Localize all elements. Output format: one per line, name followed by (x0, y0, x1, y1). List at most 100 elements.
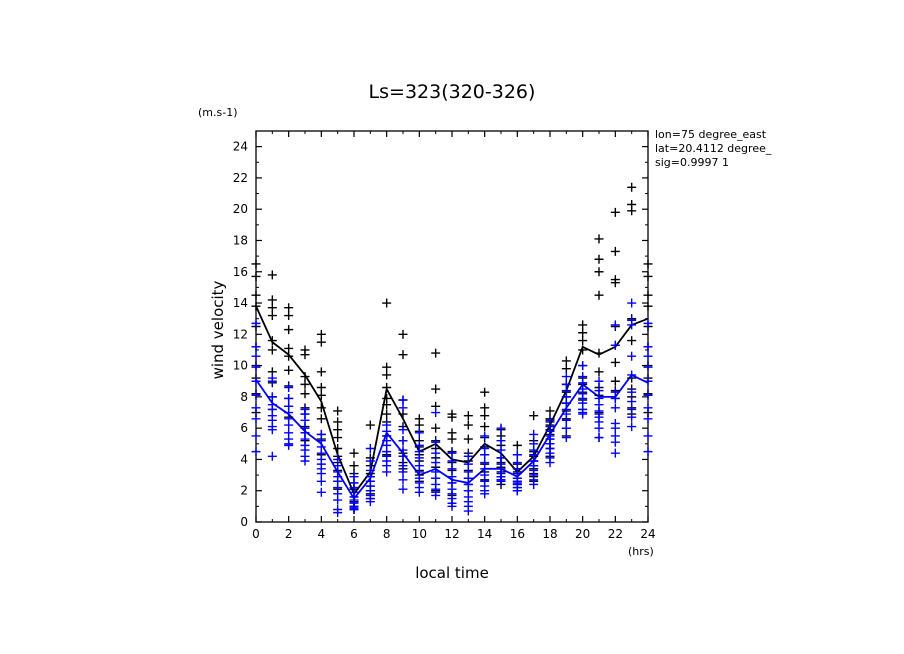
data-point (398, 484, 408, 494)
data-point (643, 390, 653, 400)
data-point (251, 362, 261, 372)
data-point (545, 406, 555, 416)
data-point (284, 382, 294, 392)
x-tick-label: 0 (252, 527, 260, 541)
data-point (382, 467, 392, 477)
data-point (382, 409, 392, 419)
data-point (267, 425, 277, 435)
data-point (447, 464, 457, 474)
x-axis-label: local time (415, 564, 489, 582)
data-point (251, 351, 261, 361)
data-point (594, 433, 604, 443)
data-point (398, 425, 408, 435)
data-point (496, 436, 506, 446)
y-tick-label: 18 (233, 233, 248, 247)
data-point (594, 348, 604, 358)
data-point (365, 420, 375, 430)
data-point (251, 376, 261, 386)
y-tick-label: 6 (240, 421, 248, 435)
y-tick-label: 14 (233, 296, 248, 310)
data-point (643, 362, 653, 372)
data-point (594, 290, 604, 300)
data-point (578, 328, 588, 338)
data-point (627, 370, 637, 380)
data-point (561, 415, 571, 425)
data-point (610, 423, 620, 433)
data-point (463, 434, 473, 444)
data-point (431, 490, 441, 500)
data-point (382, 298, 392, 308)
data-point (414, 428, 424, 438)
data-point (382, 370, 392, 380)
data-point (316, 337, 326, 347)
data-point (512, 450, 522, 460)
data-point (643, 376, 653, 386)
series-markers-1 (251, 298, 653, 518)
data-point (251, 414, 261, 424)
y-tick-label: 20 (233, 202, 248, 216)
data-point (480, 422, 490, 432)
axes: 0 2 4 6 8 10 12 14 16 18 20 22 240246810121416182022… (233, 130, 656, 541)
data-point (398, 329, 408, 339)
x-tick-label: 4 (318, 527, 326, 541)
x-tick-label: 12 (444, 527, 459, 541)
data-point (398, 436, 408, 446)
data-point (463, 506, 473, 516)
data-point (333, 406, 343, 416)
data-point (300, 415, 310, 425)
data-point (267, 336, 277, 346)
annotation-sig: sig=0.9997 1 (655, 156, 729, 169)
data-point (349, 504, 359, 514)
data-point (267, 345, 277, 355)
y-tick-label: 22 (233, 171, 248, 185)
data-point (414, 487, 424, 497)
data-point (398, 350, 408, 360)
data-point (251, 431, 261, 441)
x-tick-label: 2 (285, 527, 293, 541)
data-point (300, 372, 310, 382)
data-point (627, 397, 637, 407)
y-tick-label: 16 (233, 265, 248, 279)
data-point (643, 259, 653, 269)
data-point (578, 345, 588, 355)
data-point (529, 411, 539, 421)
data-point (627, 336, 637, 346)
data-point (284, 303, 294, 313)
data-point (496, 445, 506, 455)
data-point (643, 414, 653, 424)
data-point (463, 451, 473, 461)
data-point (512, 486, 522, 496)
data-point (267, 451, 277, 461)
y-tick-label: 4 (240, 452, 248, 466)
data-point (610, 448, 620, 458)
x-tick-label: 22 (608, 527, 623, 541)
data-point (529, 429, 539, 439)
data-point (610, 437, 620, 447)
data-point (267, 270, 277, 280)
data-point (643, 318, 653, 328)
data-point (480, 411, 490, 421)
data-point (447, 412, 457, 422)
data-point (447, 501, 457, 511)
data-point (333, 425, 343, 435)
data-point (594, 423, 604, 433)
data-point (284, 343, 294, 353)
data-point (447, 448, 457, 458)
data-point (643, 447, 653, 457)
data-point (447, 434, 457, 444)
data-point (349, 461, 359, 471)
data-point (610, 403, 620, 413)
data-point (610, 340, 620, 350)
data-point (333, 443, 343, 453)
data-point (643, 342, 653, 352)
data-point (333, 433, 343, 443)
data-point (610, 207, 620, 217)
data-point (414, 453, 424, 463)
data-point (610, 376, 620, 386)
data-point (431, 423, 441, 433)
data-point (431, 448, 441, 458)
data-point (431, 408, 441, 418)
x-tick-label: 14 (477, 527, 492, 541)
data-point (594, 386, 604, 396)
y-unit-label: (m.s-1) (198, 106, 238, 119)
